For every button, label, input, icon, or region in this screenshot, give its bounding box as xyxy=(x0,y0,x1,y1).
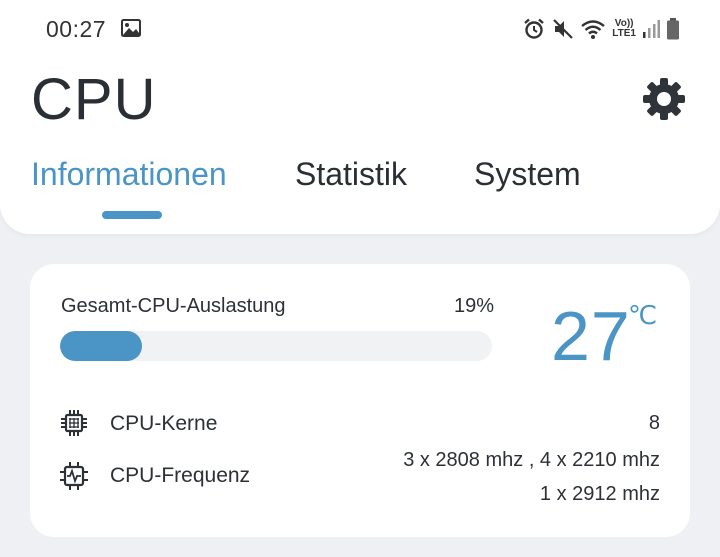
cpu-load-percent: 19% xyxy=(453,295,494,317)
cpu-frequency-label: CPU-Frequenz xyxy=(110,464,251,487)
tab-informationen[interactable]: Informationen xyxy=(31,156,227,192)
cpu-load-bar xyxy=(60,331,492,361)
alarm-icon xyxy=(522,17,546,41)
mute-icon xyxy=(552,18,574,40)
cpu-cores-label: CPU-Kerne xyxy=(110,412,218,435)
chip-pulse-icon xyxy=(59,461,89,491)
tab-statistik[interactable]: Statistik xyxy=(295,156,408,192)
cpu-temperature: 27 xyxy=(551,297,631,375)
cpu-cores-value: 8 xyxy=(648,412,660,434)
volte-bottom-label: LTE1 xyxy=(612,28,636,39)
cpu-frequency-line1: 3 x 2808 mhz , 4 x 2210 mhz xyxy=(403,449,660,471)
status-icons: Vo)) LTE1 xyxy=(522,14,680,44)
volte-top-label: Vo)) xyxy=(614,18,634,29)
cpu-frequency-line2: 1 x 2912 mhz xyxy=(539,483,660,505)
tab-system[interactable]: System xyxy=(474,156,581,192)
battery-icon xyxy=(666,18,680,40)
image-icon xyxy=(121,19,141,42)
signal-icon xyxy=(642,19,660,39)
chip-icon xyxy=(59,408,89,438)
active-tab-indicator xyxy=(102,211,162,219)
cpu-info-card: Gesamt-CPU-Auslastung 19% 27 ℃ CPU-Kerne… xyxy=(30,264,690,537)
tab-bar: Informationen Statistik System xyxy=(0,156,720,200)
temperature-unit: ℃ xyxy=(628,300,658,330)
status-time: 00:27 xyxy=(46,16,107,42)
settings-gear-icon[interactable] xyxy=(641,76,687,122)
cpu-load-bar-fill xyxy=(60,331,143,361)
app-header: 00:27 xyxy=(0,0,720,234)
status-bar: 00:27 xyxy=(0,0,720,60)
page-title: CPU xyxy=(31,67,157,132)
cpu-load-label: Gesamt-CPU-Auslastung xyxy=(61,295,286,317)
wifi-icon xyxy=(580,18,606,40)
volte-icon: Vo)) LTE1 xyxy=(612,19,636,39)
